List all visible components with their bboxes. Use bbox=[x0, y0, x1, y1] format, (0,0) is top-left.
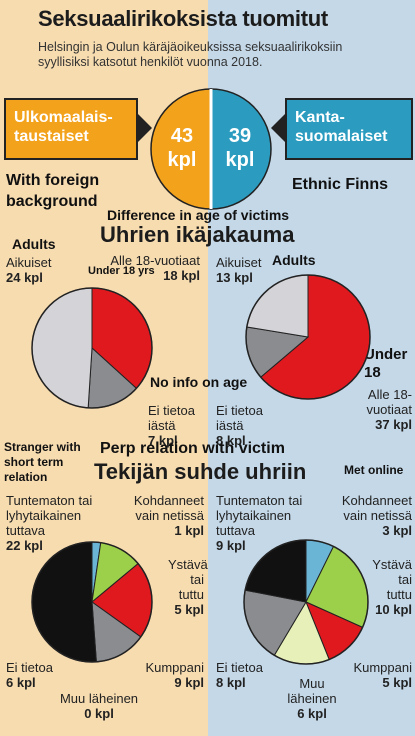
age-foreign-outline bbox=[31, 287, 153, 409]
rel-finnish-unknown-label: Ei tietoa 8 kpl bbox=[216, 660, 263, 690]
finnish-count-unit: kpl bbox=[226, 149, 255, 171]
rel-foreign-partner-label: Kumppani 9 kpl bbox=[145, 660, 204, 690]
relation-foreign-outline bbox=[31, 541, 153, 663]
annotation-adults-right: Adults bbox=[272, 252, 316, 268]
annotation-under18-left: Under 18 yrs bbox=[88, 265, 155, 277]
rel-finnish-stranger-label: Tuntematon tai lyhytaikainen tuttava 9 kp… bbox=[216, 493, 303, 553]
section-age-title: Uhrien ikäjakauma bbox=[100, 222, 295, 247]
annotation-met-online: Met online bbox=[344, 463, 404, 477]
page-subtitle: Helsingin ja Oulun käräjäoikeuksissa sek… bbox=[38, 40, 343, 69]
age-foreign-under18-label: Alle 18-vuotiaat 18 kpl bbox=[110, 253, 200, 283]
rel-foreign-friend-label: Ystävä tai tuttu 5 kpl bbox=[168, 557, 208, 617]
finnish-badge-label: Kanta-suomalaiset bbox=[295, 109, 388, 145]
foreign-half-circle bbox=[150, 88, 212, 210]
rel-finnish-friend-label: Ystävä tai tuttu 10 kpl bbox=[372, 557, 412, 617]
rel-foreign-stranger-label: Tuntematon tai lyhytaikainen tuttava 22 k… bbox=[6, 493, 93, 553]
foreign-count-unit: kpl bbox=[168, 149, 197, 171]
section-relation-title: Tekijän suhde uhriin bbox=[94, 459, 307, 484]
rel-finnish-online-label: Kohdanneet vain netissä 3 kpl bbox=[341, 493, 412, 538]
relation-finnish-outline bbox=[243, 539, 369, 665]
finnish-count: 39 bbox=[229, 125, 251, 147]
age-finnish-slice-aikuiset bbox=[246, 274, 309, 338]
foreign-badge-label: Ulkomaalais-taustaiset bbox=[14, 109, 113, 145]
foreign-badge: Ulkomaalais-taustaiset bbox=[4, 98, 152, 160]
group-count-circle: 43 kpl 39 kpl bbox=[150, 88, 272, 210]
rel-foreign-online-label: Kohdanneet vain netissä 1 kpl bbox=[133, 493, 204, 538]
age-finnish-outline bbox=[245, 274, 371, 400]
finnish-half-circle bbox=[210, 88, 272, 210]
age-foreign-noinfo-label: Ei tietoa iästä 7 kpl bbox=[148, 403, 195, 448]
age-foreign-adults-label: Aikuiset 24 kpl bbox=[6, 255, 52, 285]
age-foreign-slice-aikuiset bbox=[31, 287, 93, 409]
annotation-ethnic: Ethnic Finns bbox=[292, 176, 388, 193]
annotation-diff-age: Difference in age of victims bbox=[107, 207, 290, 223]
age-finnish-adults-label: Aikuiset 13 kpl bbox=[216, 255, 262, 285]
page-title: Seksuaalirikoksista tuomitut bbox=[38, 6, 328, 31]
age-finnish-noinfo-label: Ei tietoa iästä 8 kpl bbox=[216, 403, 263, 448]
annotation-stranger: Stranger with short term relation bbox=[4, 440, 81, 484]
annotation-foreign: With foreign background bbox=[6, 172, 100, 210]
rel-foreign-other-label: Muu läheinen 0 kpl bbox=[59, 691, 139, 721]
age-finnish-under18-label: Alle 18-vuotiaat 37 kpl bbox=[366, 387, 412, 432]
annotation-under18-right: Under 18 bbox=[364, 346, 408, 381]
relation-foreign-slice-tuntematon-tai-lyhytaikainen-tuttava bbox=[31, 541, 97, 663]
annotation-noinfo: No info on age bbox=[150, 374, 248, 390]
annotation-perp: Perp relation with victim bbox=[100, 440, 285, 457]
annotation-adults-left: Adults bbox=[12, 236, 56, 252]
finnish-badge: Kanta-suomalaiset bbox=[271, 98, 413, 160]
foreign-count: 43 bbox=[171, 125, 193, 147]
rel-foreign-unknown-label: Ei tietoa 6 kpl bbox=[6, 660, 53, 690]
rel-finnish-partner-label: Kumppani 5 kpl bbox=[353, 660, 412, 690]
rel-finnish-other-label: Muu läheinen 6 kpl bbox=[287, 676, 337, 721]
